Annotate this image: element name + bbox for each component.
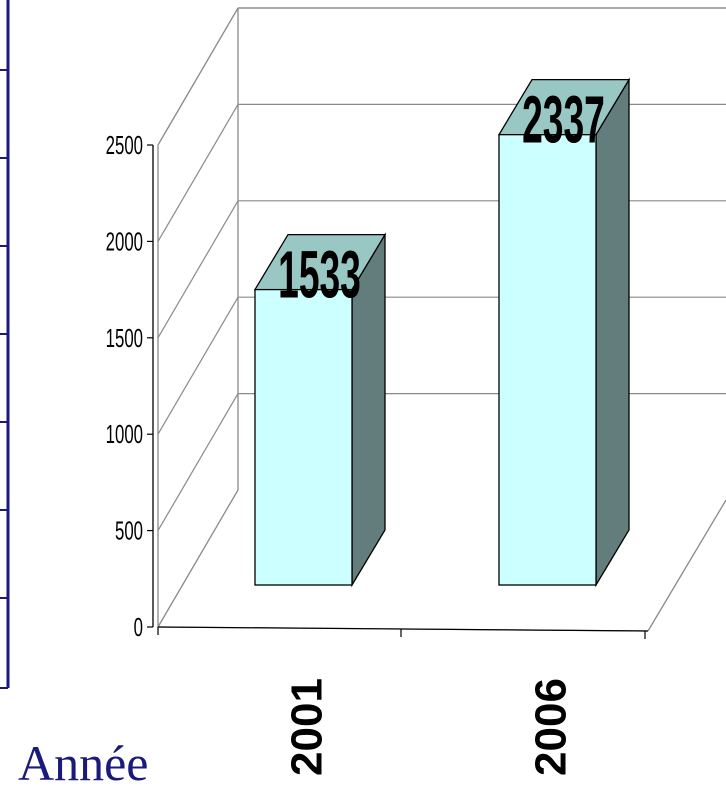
y-tick-label: 1500 xyxy=(106,323,143,353)
floor-left-edge xyxy=(157,489,239,628)
x-axis-line xyxy=(157,626,649,632)
bar xyxy=(498,134,597,586)
y-tick-label: 1000 xyxy=(106,419,143,449)
y-tick-label: 0 xyxy=(134,612,143,642)
chart-frame xyxy=(157,8,726,632)
gridline-side xyxy=(157,200,239,339)
left-panel-fragment xyxy=(0,0,10,689)
x-tick-label: 2001 xyxy=(283,678,332,776)
floor-right-edge xyxy=(647,499,726,632)
y-tick-label: 500 xyxy=(115,516,143,546)
x-axis xyxy=(157,626,649,639)
data-label: 2337 xyxy=(522,82,605,157)
value-labels: 1533 2337 xyxy=(278,82,605,312)
data-label: 1533 xyxy=(278,237,361,312)
bars xyxy=(253,77,631,588)
x-tick-label: 2006 xyxy=(527,678,576,776)
bar xyxy=(254,288,353,586)
gridline-side xyxy=(157,296,239,435)
gridline-side xyxy=(157,104,239,242)
gridline-side xyxy=(157,7,239,146)
category-labels: 2001 2006 xyxy=(283,678,576,776)
gridline-side xyxy=(157,393,239,531)
y-tick-label: 2000 xyxy=(106,227,143,257)
y-axis: 0 500 1000 1500 2000 2500 xyxy=(106,130,154,642)
x-axis-title: Année xyxy=(18,735,149,791)
y-tick-label: 2500 xyxy=(106,130,143,160)
gridlines xyxy=(157,7,726,531)
